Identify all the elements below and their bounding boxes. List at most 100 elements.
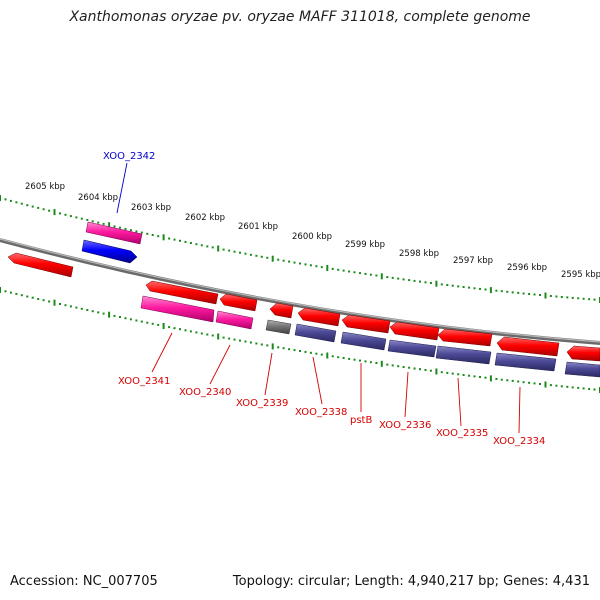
minor-tick bbox=[593, 388, 596, 391]
gene-label-pstb[interactable]: pstB bbox=[350, 415, 372, 426]
cds-block[interactable] bbox=[494, 352, 557, 372]
minor-tick bbox=[288, 260, 291, 263]
gene-arrow[interactable] bbox=[297, 307, 341, 327]
minor-tick bbox=[124, 227, 127, 230]
gene-label-xoo-2335[interactable]: XOO_2335 bbox=[436, 428, 488, 439]
minor-tick bbox=[48, 300, 51, 303]
gene-label-xoo-2341[interactable]: XOO_2341 bbox=[118, 376, 170, 387]
gene-arrow[interactable] bbox=[7, 252, 74, 278]
cds-block[interactable] bbox=[215, 310, 254, 330]
gene-arrow[interactable] bbox=[219, 293, 258, 312]
gene-arrow[interactable] bbox=[145, 280, 219, 305]
minor-tick bbox=[86, 219, 89, 221]
minor-tick bbox=[528, 381, 531, 384]
leader-line bbox=[518, 386, 521, 434]
major-tick bbox=[544, 381, 547, 388]
minor-tick bbox=[277, 346, 280, 349]
minor-tick bbox=[91, 220, 94, 223]
cds-block[interactable] bbox=[340, 331, 387, 351]
minor-tick bbox=[424, 281, 427, 284]
minor-tick bbox=[266, 344, 269, 347]
gene-arrow[interactable] bbox=[269, 302, 294, 319]
minor-tick bbox=[244, 340, 247, 343]
gene-arrow[interactable] bbox=[85, 221, 143, 245]
cds-block[interactable] bbox=[435, 345, 492, 365]
cds-block[interactable] bbox=[265, 319, 292, 335]
gene-label-xoo-2342[interactable]: XOO_2342 bbox=[103, 151, 155, 162]
minor-tick bbox=[419, 368, 421, 371]
tick-track-bottom bbox=[0, 287, 600, 393]
kbp-label: 2603 kbp bbox=[131, 203, 171, 213]
minor-tick bbox=[408, 279, 411, 282]
gene-arrow[interactable] bbox=[496, 336, 560, 357]
gene-label-xoo-2340[interactable]: XOO_2340 bbox=[179, 387, 231, 398]
gene-label-xoo-2338[interactable]: XOO_2338 bbox=[295, 407, 347, 418]
minor-tick bbox=[560, 385, 563, 388]
minor-tick bbox=[75, 216, 78, 219]
cds-block[interactable] bbox=[387, 339, 437, 358]
minor-tick bbox=[309, 264, 312, 267]
minor-tick bbox=[239, 251, 241, 254]
gene-label-xoo-2339[interactable]: XOO_2339 bbox=[236, 398, 288, 409]
minor-tick bbox=[260, 255, 263, 258]
minor-tick bbox=[119, 226, 121, 229]
genome-summary-text: Topology: circular; Length: 4,940,217 bp… bbox=[232, 574, 590, 589]
minor-tick bbox=[31, 205, 34, 208]
minor-tick bbox=[206, 245, 209, 248]
gene-arrow[interactable] bbox=[566, 345, 600, 362]
minor-tick bbox=[255, 342, 258, 345]
minor-tick bbox=[468, 374, 471, 377]
kbp-label: 2596 kbp bbox=[507, 263, 547, 273]
minor-tick bbox=[549, 384, 552, 387]
minor-tick bbox=[293, 261, 296, 264]
minor-tick bbox=[320, 353, 323, 356]
genome-backbone-highlight bbox=[0, 238, 600, 343]
leader-line bbox=[209, 344, 231, 385]
minor-tick bbox=[200, 244, 203, 247]
minor-tick bbox=[293, 349, 296, 352]
minor-tick bbox=[473, 375, 476, 378]
gene-arrow-blue[interactable] bbox=[81, 239, 138, 264]
minor-tick bbox=[282, 347, 285, 350]
minor-tick bbox=[140, 231, 143, 234]
major-tick bbox=[108, 222, 111, 229]
cds-block[interactable] bbox=[140, 295, 215, 323]
minor-tick bbox=[189, 330, 192, 333]
minor-tick bbox=[331, 355, 334, 358]
minor-tick bbox=[566, 296, 569, 299]
minor-tick bbox=[299, 262, 301, 265]
minor-tick bbox=[397, 365, 400, 368]
minor-tick bbox=[184, 240, 187, 243]
minor-tick bbox=[146, 232, 149, 235]
gene-arrow[interactable] bbox=[341, 314, 391, 334]
cds-block[interactable] bbox=[294, 323, 337, 343]
gene-arrow[interactable] bbox=[389, 321, 440, 341]
gene-arrow[interactable] bbox=[437, 328, 493, 347]
minor-tick bbox=[206, 333, 209, 336]
leader-line bbox=[312, 356, 323, 405]
kbp-label: 2602 kbp bbox=[185, 213, 225, 223]
cds-block[interactable] bbox=[564, 361, 600, 378]
minor-tick bbox=[228, 249, 231, 252]
minor-tick bbox=[364, 272, 367, 275]
minor-tick bbox=[457, 285, 460, 288]
minor-tick bbox=[80, 307, 83, 310]
gene-label-xoo-2336[interactable]: XOO_2336 bbox=[379, 420, 431, 431]
minor-tick bbox=[239, 339, 241, 342]
minor-tick bbox=[233, 338, 236, 341]
minor-tick bbox=[91, 310, 94, 313]
label-leaders bbox=[116, 162, 521, 434]
minor-tick bbox=[20, 294, 23, 297]
minor-tick bbox=[440, 371, 443, 374]
minor-tick bbox=[304, 350, 307, 353]
major-tick bbox=[489, 287, 492, 294]
minor-tick bbox=[500, 378, 503, 381]
minor-tick bbox=[353, 271, 356, 274]
minor-tick bbox=[517, 291, 520, 294]
minor-tick bbox=[391, 276, 394, 279]
minor-tick bbox=[462, 374, 465, 376]
minor-tick bbox=[233, 250, 236, 253]
minor-tick bbox=[457, 373, 460, 376]
minor-tick bbox=[173, 238, 176, 241]
gene-label-xoo-2334[interactable]: XOO_2334 bbox=[493, 436, 545, 447]
